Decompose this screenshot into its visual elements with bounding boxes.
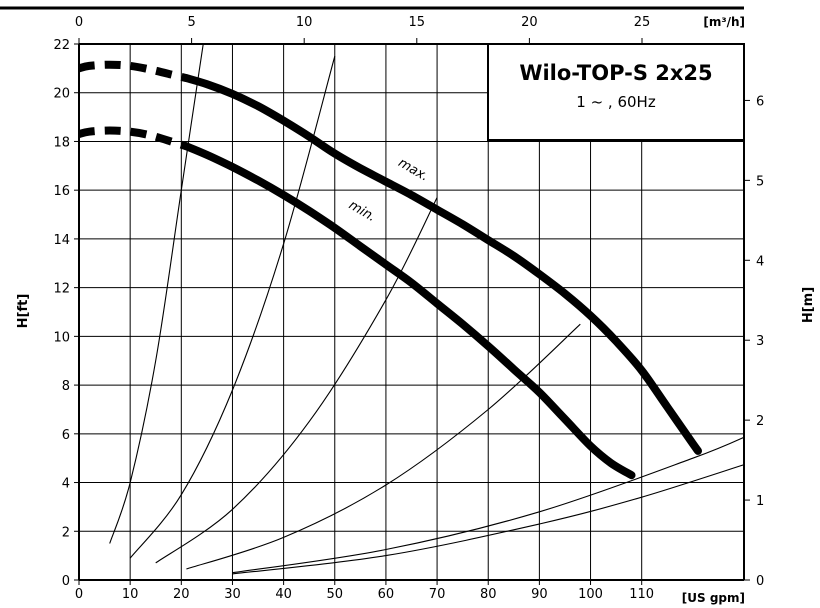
x-tick-label-5: 50 bbox=[326, 587, 343, 602]
system-curve-1 bbox=[129, 56, 336, 559]
y-tick-label-7: 14 bbox=[53, 233, 70, 248]
system-curve-3 bbox=[186, 323, 581, 570]
x2-axis-unit: [m³/h] bbox=[703, 15, 745, 29]
x2-tick-label-1: 5 bbox=[187, 15, 195, 30]
series-max-line bbox=[182, 74, 702, 455]
x-tick-label-6: 60 bbox=[378, 587, 395, 602]
system-curves bbox=[109, 44, 744, 575]
x-tick-label-4: 40 bbox=[275, 587, 292, 602]
y-tick-label-2: 4 bbox=[62, 477, 70, 492]
x-tick-label-2: 20 bbox=[173, 587, 190, 602]
y-tick-label-0: 0 bbox=[62, 574, 70, 589]
y-tick-label-1: 2 bbox=[62, 525, 70, 540]
series-label-0: max. bbox=[395, 155, 431, 184]
y2-tick-label-2: 2 bbox=[756, 414, 764, 429]
y2-tick-label-4: 4 bbox=[756, 254, 764, 269]
y-tick-label-8: 16 bbox=[53, 184, 70, 199]
system-curve-4 bbox=[232, 436, 744, 574]
y-tick-label-9: 18 bbox=[53, 135, 70, 150]
y2-tick-label-3: 3 bbox=[756, 334, 764, 349]
system-curve-5 bbox=[232, 464, 744, 575]
series-max-dashed bbox=[77, 60, 188, 82]
x2-tick-label-4: 20 bbox=[521, 15, 538, 30]
x-axis-unit: [US gpm] bbox=[682, 591, 745, 605]
y-tick-label-4: 8 bbox=[62, 379, 70, 394]
y-tick-label-5: 10 bbox=[53, 330, 70, 345]
x-tick-label-3: 30 bbox=[224, 587, 241, 602]
series-min-line bbox=[182, 142, 636, 480]
title-box: Wilo-TOP-S 2x25 1 ~ , 60Hz bbox=[487, 43, 745, 141]
y-tick-label-11: 22 bbox=[53, 38, 70, 53]
y2-axis-label: H[m] bbox=[801, 287, 816, 323]
x2-tick-label-2: 10 bbox=[296, 15, 313, 30]
y2-tick-label-1: 1 bbox=[756, 494, 764, 509]
x-tick-label-9: 90 bbox=[531, 587, 548, 602]
x-tick-label-7: 70 bbox=[429, 587, 446, 602]
x-tick-label-8: 80 bbox=[480, 587, 497, 602]
series-min-dashed bbox=[77, 126, 188, 151]
x2-tick-label-5: 25 bbox=[634, 15, 651, 30]
x-tick-label-10: 100 bbox=[578, 587, 603, 602]
title-box-frame bbox=[487, 43, 745, 141]
chart-title: Wilo-TOP-S 2x25 bbox=[519, 61, 712, 85]
system-curve-0 bbox=[109, 44, 204, 544]
pump-curves: max. min. bbox=[77, 60, 702, 480]
y2-tick-label-6: 6 bbox=[756, 94, 764, 109]
series-label-1: min. bbox=[346, 198, 378, 225]
x-tick-label-11: 110 bbox=[629, 587, 654, 602]
y-axis-label: H[ft] bbox=[16, 294, 31, 329]
y-tick-label-10: 20 bbox=[53, 87, 70, 102]
y-tick-label-3: 6 bbox=[62, 428, 70, 443]
x2-tick-label-0: 0 bbox=[75, 15, 83, 30]
system-curve-2 bbox=[155, 197, 438, 564]
x-tick-label-1: 10 bbox=[122, 587, 139, 602]
x-tick-label-0: 0 bbox=[75, 587, 83, 602]
y-tick-label-6: 12 bbox=[53, 282, 70, 297]
chart-subtitle: 1 ~ , 60Hz bbox=[576, 93, 656, 111]
x2-tick-label-3: 15 bbox=[409, 15, 426, 30]
y2-tick-label-5: 5 bbox=[756, 174, 764, 189]
y2-tick-label-0: 0 bbox=[756, 574, 764, 589]
